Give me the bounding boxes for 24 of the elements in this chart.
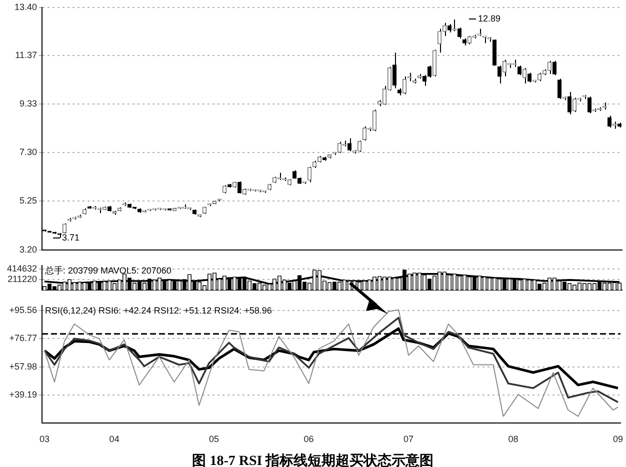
y-tick-label: 11.37 [15,50,37,60]
y-tick-label: 9.33 [19,98,37,109]
x-tick-label: 08 [508,434,518,444]
y-tick-label: 414632 [6,264,37,274]
x-tick-label: 07 [404,434,414,444]
annotation: 总手: 203799 MAVOL5: 207060 [44,265,172,276]
y-tick-label: 3.20 [19,244,37,254]
text: 图 18-7 RSI 指标线短期超买状态示意图 [191,452,435,467]
y-tick-label: 5.25 [19,196,37,206]
y-tick-label: +57.98 [9,361,37,372]
annotation: 3.71 [62,232,80,242]
x-tick-label: 04 [109,434,120,444]
x-tick-label: 09 [612,434,623,444]
y-tick-label: +95.56 [9,305,37,316]
x-tick-label: 03 [39,434,50,444]
y-tick-label: 7.30 [19,146,37,157]
x-tick-label: 05 [209,434,220,444]
y-tick-label: 13.40 [14,2,37,12]
y-tick-label: +76.77 [9,333,37,344]
y-tick-label: 211220 [8,274,37,284]
y-tick-label: +39.19 [9,390,37,400]
annotation: 12.89 [478,13,501,24]
annotation: RSI(6,12,24) RSI6: +42.24 RSI12: +51.12 RSI24: +58.96 [45,305,272,316]
x-tick-label: 06 [304,434,314,444]
